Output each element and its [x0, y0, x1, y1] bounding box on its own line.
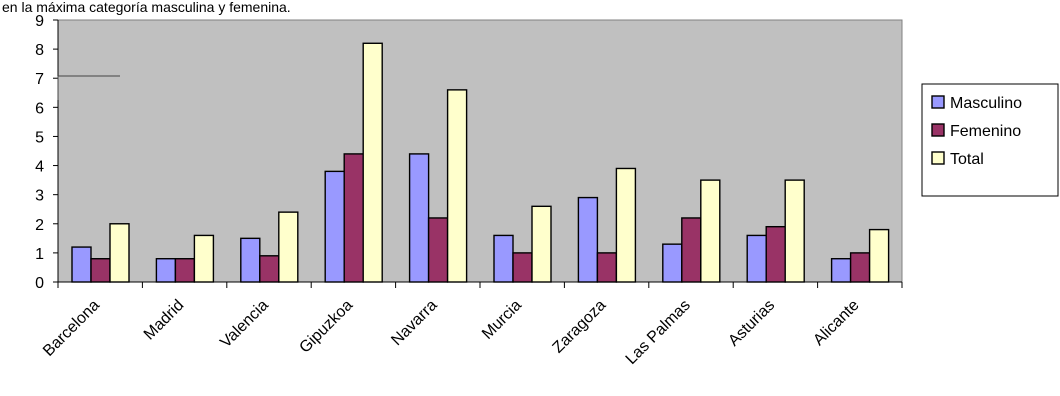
y-tick-label: 0: [35, 275, 44, 292]
bar-total-las-palmas: [700, 179, 721, 283]
category-label: Las Palmas: [623, 297, 694, 368]
category-label: Valencia: [217, 297, 272, 352]
bar-masculino-madrid: [155, 258, 177, 283]
category-label: Madrid: [141, 297, 188, 344]
bar-total-valencia: [278, 211, 299, 283]
bar-femenino-murcia: [512, 252, 533, 283]
bar-femenino-zaragoza: [596, 252, 618, 283]
legend-swatch: [931, 123, 945, 137]
bar-total-zaragoza: [615, 167, 637, 283]
category-label: Zaragoza: [550, 297, 610, 357]
bar-femenino-valencia: [259, 255, 280, 283]
legend-label: Masculino: [950, 95, 1022, 112]
bar-masculino-valencia: [240, 237, 261, 283]
bar-masculino-gipuzkoa: [324, 170, 345, 283]
legend: Masculino Femenino Total: [921, 83, 1059, 197]
y-tick-label: 9: [35, 13, 44, 30]
bar-masculino-murcia: [493, 234, 514, 283]
y-tick-label: 3: [35, 188, 44, 205]
category-label: Barcelona: [40, 297, 103, 360]
chart-title: en la máxima categoría masculina y femen…: [2, 0, 291, 15]
legend-label: Femenino: [950, 123, 1021, 140]
bar-total-madrid: [193, 234, 215, 283]
legend-swatch: [931, 95, 945, 109]
bar-femenino-barcelona: [90, 258, 111, 283]
bar-femenino-navarra: [427, 217, 449, 283]
bars-group: [71, 42, 890, 283]
category-label: Asturias: [725, 297, 778, 350]
category-labels: Barcelona Madrid Valencia Gipuzkoa Navarra Mu…: [40, 297, 863, 368]
category-label: Gipuzkoa: [296, 297, 356, 357]
bar-femenino-las-palmas: [681, 217, 702, 283]
y-tick-label: 5: [35, 129, 44, 146]
category-label: Murcia: [479, 297, 525, 343]
bar-masculino-barcelona: [71, 246, 92, 283]
bar-total-barcelona: [109, 223, 130, 283]
bar-femenino-asturias: [765, 225, 786, 283]
y-tick-label: 8: [35, 42, 44, 59]
bar-total-gipuzkoa: [362, 42, 383, 283]
bar-masculino-las-palmas: [662, 243, 683, 283]
bar-total-navarra: [446, 89, 468, 283]
bar-total-asturias: [784, 179, 805, 283]
axes-group: [53, 19, 903, 288]
bar-femenino-gipuzkoa: [343, 153, 364, 283]
bar-masculino-alicante: [830, 258, 852, 283]
legend-swatch: [931, 151, 945, 165]
bar-total-murcia: [531, 205, 552, 283]
bar-femenino-alicante: [849, 252, 871, 283]
category-label: Alicante: [810, 297, 862, 349]
y-tick-label: 1: [35, 246, 44, 263]
category-label: Navarra: [388, 297, 440, 349]
bar-masculino-navarra: [408, 153, 430, 283]
y-tick-label: 4: [35, 159, 44, 176]
y-tick-label: 2: [35, 217, 44, 234]
y-tick-labels: 0 1 2 3 4 5 6 7 8 9: [35, 13, 44, 292]
y-tick-label: 6: [35, 100, 44, 117]
bar-femenino-madrid: [174, 258, 196, 283]
bar-masculino-asturias: [746, 234, 767, 283]
bar-total-alicante: [868, 228, 890, 283]
legend-label: Total: [950, 151, 984, 168]
y-tick-label: 7: [35, 71, 44, 88]
bar-masculino-zaragoza: [577, 196, 599, 283]
